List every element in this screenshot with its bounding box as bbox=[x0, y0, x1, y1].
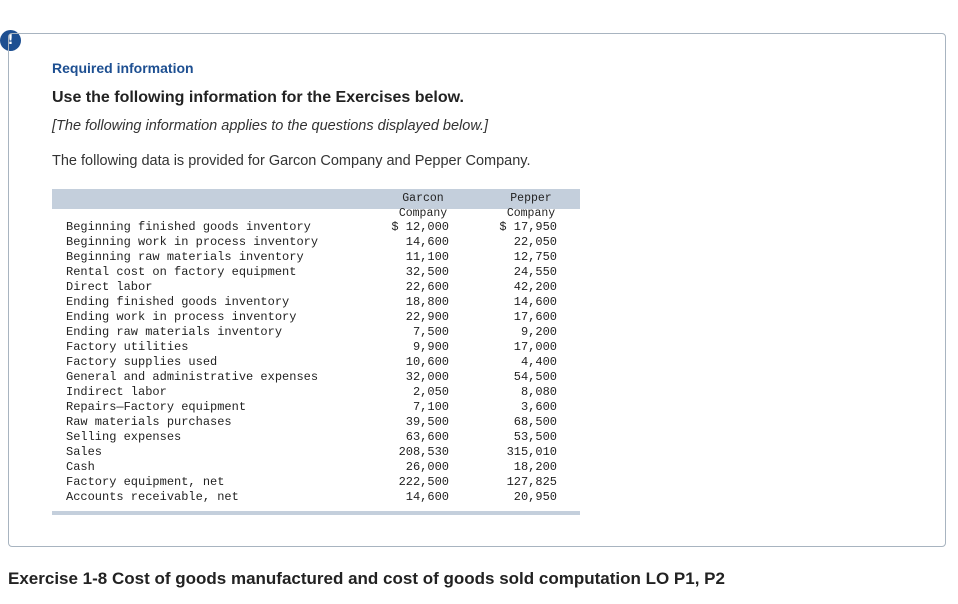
row-label: Rental cost on factory equipment bbox=[66, 265, 297, 279]
garcon-value: 11,100 bbox=[405, 250, 449, 264]
garcon-value: 14,600 bbox=[405, 235, 449, 249]
table-row: Accounts receivable, net 14,600 20,950 bbox=[52, 490, 580, 505]
table-row: Beginning raw materials inventory 11,100 1… bbox=[52, 250, 580, 265]
table-row: Factory equipment, net 222,500 127,825 bbox=[52, 475, 580, 490]
garcon-value: $ 12,000 bbox=[391, 220, 449, 234]
garcon-value: 7,500 bbox=[412, 325, 449, 339]
garcon-value: 22,600 bbox=[405, 280, 449, 294]
table-row: General and administrative expenses 32,00… bbox=[52, 370, 580, 385]
pepper-value: 20,950 bbox=[513, 490, 557, 504]
pepper-value: 53,500 bbox=[513, 430, 557, 444]
pepper-value: 14,600 bbox=[513, 295, 557, 309]
row-label: Beginning finished goods inventory bbox=[66, 220, 311, 234]
pepper-value: 24,550 bbox=[513, 265, 557, 279]
instructions-headline: Use the following information for the Ex… bbox=[52, 89, 464, 106]
row-label: Beginning work in process inventory bbox=[66, 235, 319, 249]
table-header-bar bbox=[52, 189, 580, 209]
row-label: Factory supplies used bbox=[66, 355, 218, 369]
alert-icon: ! bbox=[0, 30, 21, 51]
garcon-value: 18,800 bbox=[405, 295, 449, 309]
data-intro-text: The following data is provided for Garco… bbox=[52, 153, 531, 169]
table-row: Cash 26,000 18,200 bbox=[52, 460, 580, 475]
pepper-value: 54,500 bbox=[513, 370, 557, 384]
table-rows: Beginning finished goods inventory $ 12,0… bbox=[52, 220, 580, 505]
row-label: Sales bbox=[66, 445, 103, 459]
row-label: Factory equipment, net bbox=[66, 475, 225, 489]
pepper-value: 17,000 bbox=[513, 340, 557, 354]
garcon-value: 63,600 bbox=[405, 430, 449, 444]
pepper-value: 8,080 bbox=[520, 385, 557, 399]
garcon-value: 9,900 bbox=[412, 340, 449, 354]
table-row: Direct labor 22,600 42,200 bbox=[52, 280, 580, 295]
table-row: Repairs—Factory equipment 7,100 3,600 bbox=[52, 400, 580, 415]
garcon-value: 32,500 bbox=[405, 265, 449, 279]
row-label: Beginning raw materials inventory bbox=[66, 250, 304, 264]
table-row: Sales 208,530 315,010 bbox=[52, 445, 580, 460]
garcon-value: 39,500 bbox=[405, 415, 449, 429]
garcon-value: 14,600 bbox=[405, 490, 449, 504]
table-row: Ending work in process inventory 22,900 17… bbox=[52, 310, 580, 325]
pepper-value: 315,010 bbox=[506, 445, 557, 459]
row-label: Ending work in process inventory bbox=[66, 310, 297, 324]
row-label: Cash bbox=[66, 460, 95, 474]
garcon-value: 222,500 bbox=[398, 475, 449, 489]
table-row: Ending raw materials inventory 7,500 9,200 bbox=[52, 325, 580, 340]
row-label: Raw materials purchases bbox=[66, 415, 232, 429]
row-label: General and administrative expenses bbox=[66, 370, 319, 384]
pepper-value: 22,050 bbox=[513, 235, 557, 249]
table-row: Raw materials purchases 39,500 68,500 bbox=[52, 415, 580, 430]
pepper-value: 3,600 bbox=[520, 400, 557, 414]
table-row: Selling expenses 63,600 53,500 bbox=[52, 430, 580, 445]
row-label: Ending raw materials inventory bbox=[66, 325, 283, 339]
table-row: Beginning finished goods inventory $ 12,0… bbox=[52, 220, 580, 235]
required-information-title: Required information bbox=[52, 60, 194, 76]
garcon-value: 7,100 bbox=[412, 400, 449, 414]
table-row: Rental cost on factory equipment 32,500 24… bbox=[52, 265, 580, 280]
garcon-value: 2,050 bbox=[412, 385, 449, 399]
garcon-value: 208,530 bbox=[398, 445, 449, 459]
garcon-value: 32,000 bbox=[405, 370, 449, 384]
garcon-value: 10,600 bbox=[405, 355, 449, 369]
pepper-value: 68,500 bbox=[513, 415, 557, 429]
garcon-value: 22,900 bbox=[405, 310, 449, 324]
pepper-value: 127,825 bbox=[506, 475, 557, 489]
pepper-value: 9,200 bbox=[520, 325, 557, 339]
row-label: Factory utilities bbox=[66, 340, 189, 354]
garcon-value: 26,000 bbox=[405, 460, 449, 474]
table-row: Factory supplies used 10,600 4,400 bbox=[52, 355, 580, 370]
row-label: Indirect labor bbox=[66, 385, 167, 399]
row-label: Repairs—Factory equipment bbox=[66, 400, 247, 414]
table-row: Indirect labor 2,050 8,080 bbox=[52, 385, 580, 400]
instructions-note: [The following information applies to th… bbox=[52, 118, 489, 134]
pepper-value: $ 17,950 bbox=[499, 220, 557, 234]
row-label: Ending finished goods inventory bbox=[66, 295, 290, 309]
row-label: Accounts receivable, net bbox=[66, 490, 239, 504]
column-header-pepper: Pepper Company bbox=[506, 192, 556, 220]
company-data-table: Garcon Company Pepper Company Beginning … bbox=[52, 189, 580, 515]
exercise-title: Exercise 1-8 Cost of goods manufactured … bbox=[8, 569, 725, 588]
table-row: Beginning work in process inventory 14,60… bbox=[52, 235, 580, 250]
pepper-value: 4,400 bbox=[520, 355, 557, 369]
required-information-panel: Required information Use the following i… bbox=[8, 33, 946, 547]
table-row: Ending finished goods inventory 18,800 14,… bbox=[52, 295, 580, 310]
pepper-value: 12,750 bbox=[513, 250, 557, 264]
pepper-value: 42,200 bbox=[513, 280, 557, 294]
row-label: Direct labor bbox=[66, 280, 153, 294]
pepper-value: 17,600 bbox=[513, 310, 557, 324]
pepper-value: 18,200 bbox=[513, 460, 557, 474]
row-label: Selling expenses bbox=[66, 430, 182, 444]
column-header-garcon: Garcon Company bbox=[398, 192, 448, 220]
table-row: Factory utilities 9,900 17,000 bbox=[52, 340, 580, 355]
